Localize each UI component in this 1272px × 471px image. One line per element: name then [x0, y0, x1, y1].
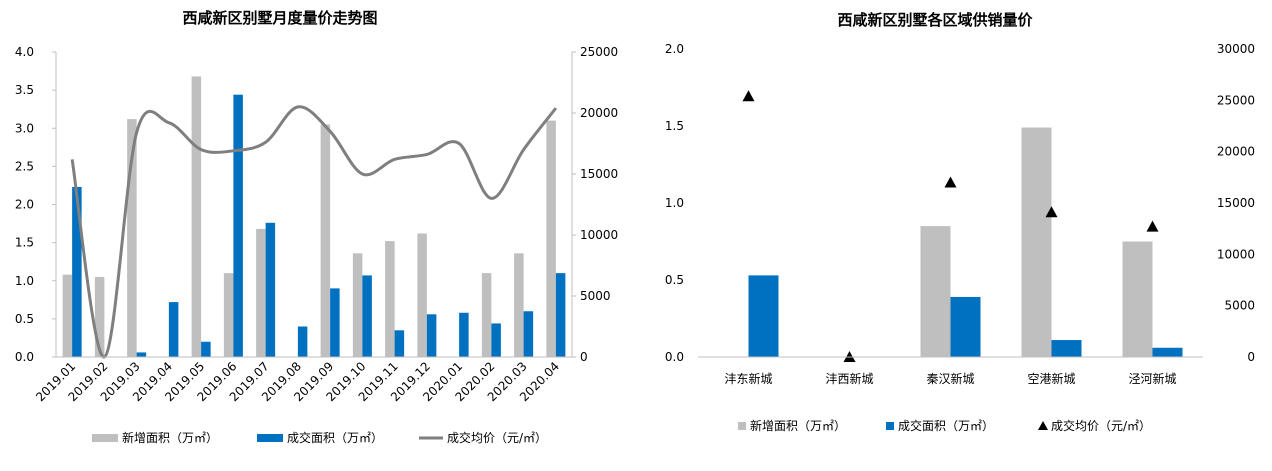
y-left-tick-label: 2.0 [665, 42, 684, 56]
y-right-tick-label: 10000 [580, 228, 618, 242]
bar-new-area [94, 276, 105, 357]
bar-sold-area [950, 296, 981, 357]
y-right-tick-label: 20000 [1217, 145, 1255, 159]
bar-new-area [256, 228, 266, 357]
price-line [70, 105, 558, 359]
x-tick-label: 沣西新城 [825, 371, 873, 386]
legend-label: 新增面积（万㎡） [750, 418, 846, 433]
legend-label: 成交均价（元/㎡） [1051, 418, 1151, 433]
bar-new-area [1122, 241, 1153, 357]
bar-sold-area [426, 314, 437, 357]
bar-sold-area [459, 312, 469, 357]
bar-sold-area [523, 311, 534, 357]
bar-sold-area [297, 326, 308, 357]
bar-new-area [920, 226, 951, 357]
y-right-tick-label: 15000 [1217, 196, 1255, 210]
y-right-tick-label: 30000 [1217, 42, 1255, 56]
bar-new-area [62, 274, 73, 357]
bar-new-area [514, 253, 524, 357]
price-marker [742, 90, 755, 102]
bar-new-area [481, 273, 492, 357]
bar-sold-area [748, 275, 779, 357]
y-right-tick-label: 5000 [1224, 299, 1255, 313]
y-right-tick-label: 5000 [580, 289, 611, 303]
bar-sold-area [1152, 347, 1183, 357]
bar-sold-area [362, 275, 372, 357]
legend-label: 成交面积（万㎡） [287, 430, 383, 445]
price-marker [1146, 220, 1159, 232]
x-tick-label: 秦汉新城 [926, 371, 974, 386]
y-left-tick-label: 1.0 [665, 196, 684, 210]
bar-new-area [385, 241, 395, 357]
y-right-tick-label: 0 [580, 350, 588, 364]
y-left-tick-label: 2.5 [15, 159, 34, 173]
y-left-tick-label: 0.5 [15, 312, 34, 326]
y-left-tick-label: 4.0 [15, 45, 34, 59]
y-left-tick-label: 3.5 [15, 83, 34, 97]
y-right-tick-label: 0 [1247, 350, 1255, 364]
price-marker [944, 176, 957, 188]
y-left-tick-label: 3.0 [15, 121, 34, 135]
y-left-tick-label: 1.5 [665, 119, 684, 133]
bar-sold-area [233, 94, 243, 357]
y-right-tick-label: 20000 [580, 106, 618, 120]
y-right-tick-label: 25000 [1217, 93, 1255, 107]
y-left-tick-label: 1.5 [15, 236, 34, 250]
bar-new-area [1021, 127, 1052, 357]
bar-new-area [127, 119, 137, 357]
legend-swatch-new-area [92, 434, 118, 442]
y-right-tick-label: 10000 [1217, 247, 1255, 261]
y-left-tick-label: 2.0 [15, 198, 34, 212]
bar-sold-area [136, 352, 147, 357]
chart-title: 西咸新区别墅月度量价走势图 [182, 9, 377, 27]
bar-sold-area [201, 341, 211, 357]
legend-label: 成交面积（万㎡） [898, 418, 994, 433]
legend-swatch-new-area [738, 422, 746, 430]
y-right-tick-label: 25000 [580, 45, 618, 59]
bar-sold-area [1051, 340, 1082, 357]
y-right-tick-label: 15000 [580, 167, 618, 181]
legend-label: 成交均价（元/㎡） [447, 430, 547, 445]
bar-new-area [320, 124, 331, 357]
bar-sold-area [72, 186, 82, 357]
chart-title: 西咸新区别墅各区域供销量价 [837, 11, 1033, 29]
legend-label: 新增面积（万㎡） [122, 430, 218, 445]
bar-sold-area [491, 323, 501, 357]
bar-new-area [546, 120, 556, 357]
x-tick-label: 空港新城 [1027, 371, 1075, 386]
legend-swatch-price [1038, 421, 1048, 430]
bar-sold-area [330, 288, 340, 357]
price-marker [1045, 206, 1058, 218]
bar-sold-area [555, 273, 566, 357]
y-left-tick-label: 0.5 [665, 273, 684, 287]
monthly-chart: 西咸新区别墅月度量价走势图 0.0 0.5 1.0 1.5 2.0 2.5 3.0 3.5 4.… [15, 9, 618, 445]
legend-swatch-sold-area [886, 422, 894, 430]
x-tick-label: 沣东新城 [724, 371, 772, 386]
bar-new-area [223, 273, 234, 357]
x-tick-label: 泾河新城 [1128, 371, 1176, 386]
y-left-tick-label: 1.0 [15, 274, 34, 288]
regional-chart: 西咸新区别墅各区域供销量价 0.0 0.5 1.0 1.5 2.0 0 5000 10000 1… [665, 11, 1255, 433]
bar-sold-area [265, 222, 276, 357]
bar-sold-area [168, 302, 179, 357]
bar-new-area [352, 253, 363, 357]
bar-new-area [417, 233, 427, 357]
y-left-tick-label: 0.0 [15, 350, 34, 364]
legend-swatch-sold-area [257, 434, 283, 442]
bar-sold-area [394, 330, 405, 357]
y-left-tick-label: 0.0 [665, 350, 684, 364]
bar-new-area [191, 76, 202, 358]
